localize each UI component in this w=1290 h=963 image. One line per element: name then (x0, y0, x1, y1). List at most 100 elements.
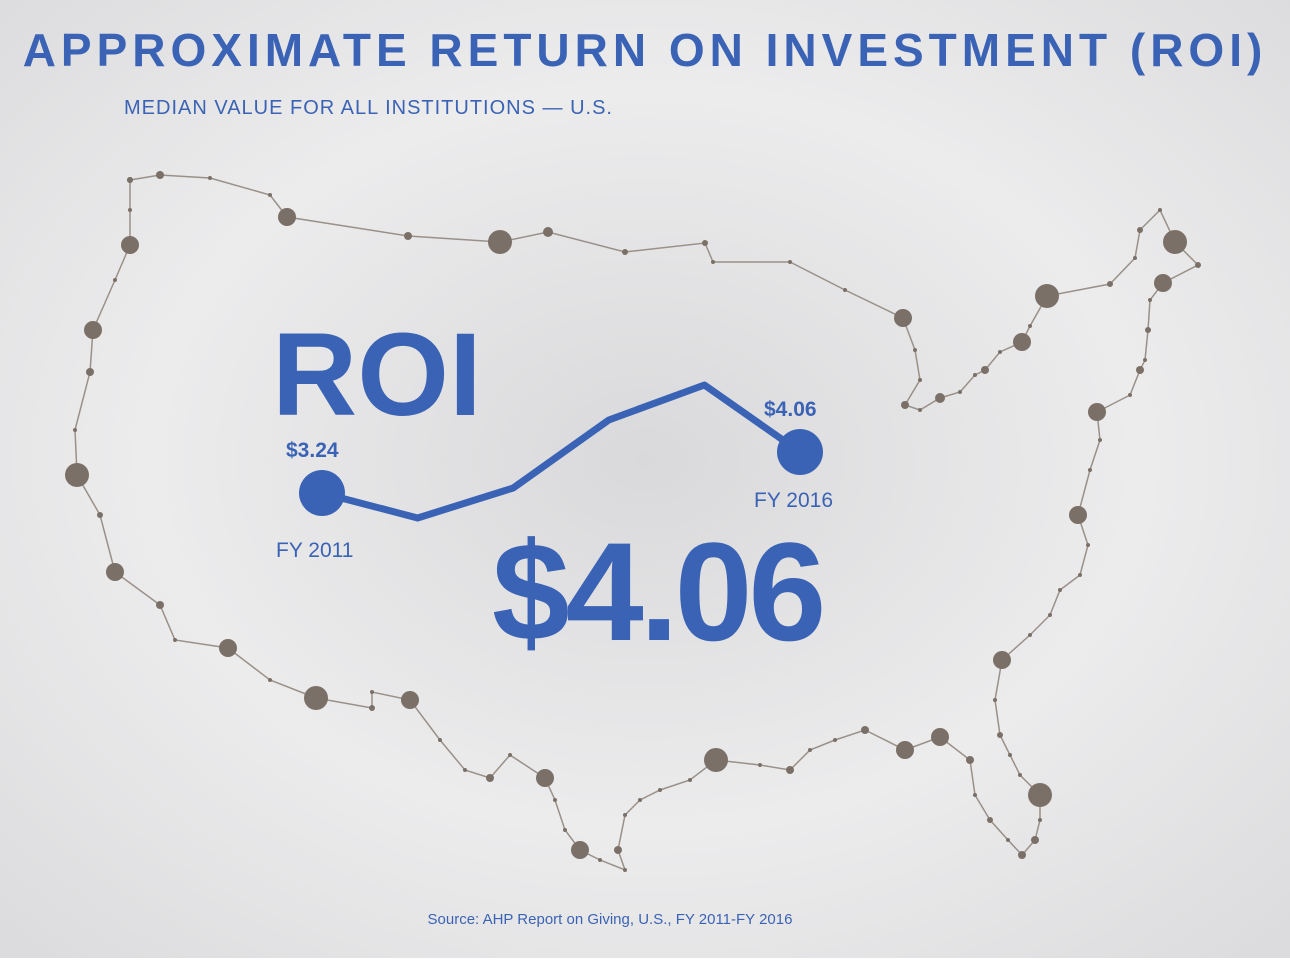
map-dot (571, 841, 589, 859)
map-dot (1128, 393, 1132, 397)
map-dot (84, 321, 102, 339)
data-label: $4.06 (764, 398, 817, 421)
map-dot (861, 726, 869, 734)
map-dot (987, 817, 993, 823)
map-dot (1028, 324, 1032, 328)
map-dot (219, 639, 237, 657)
map-dot (598, 858, 602, 862)
map-dot (127, 177, 133, 183)
map-dot (1008, 753, 1012, 757)
map-dot (993, 698, 997, 702)
map-dot (508, 753, 512, 757)
map-dot (638, 798, 642, 802)
map-dot (536, 769, 554, 787)
map-dot (998, 350, 1002, 354)
map-dot (1098, 438, 1102, 442)
map-dot (973, 373, 977, 377)
map-dot (1158, 208, 1162, 212)
map-dot (1031, 836, 1039, 844)
map-dot (704, 748, 728, 772)
map-dot (1028, 783, 1052, 807)
map-dot (1069, 506, 1087, 524)
data-label: $3.24 (286, 439, 339, 462)
map-dot (966, 756, 974, 764)
map-dot (1088, 468, 1092, 472)
map-dot (86, 368, 94, 376)
map-dot (438, 738, 442, 742)
map-dot (268, 193, 272, 197)
chart-title: APPROXIMATE RETURN ON INVESTMENT (ROI) (23, 24, 1268, 76)
map-dot (156, 601, 164, 609)
map-dot (901, 401, 909, 409)
map-dot (1136, 366, 1144, 374)
map-dot (553, 798, 557, 802)
us-map-outline (65, 171, 1201, 872)
map-dot (1143, 358, 1147, 362)
map-dot (786, 766, 794, 774)
map-dot (702, 240, 708, 246)
map-dot (1086, 543, 1090, 547)
map-dot (935, 393, 945, 403)
map-dot (918, 408, 922, 412)
map-dot (843, 288, 847, 292)
map-dot (268, 678, 272, 682)
map-dot (370, 690, 374, 694)
map-dot (1145, 327, 1151, 333)
map-dot (1107, 281, 1113, 287)
map-dot (1035, 284, 1059, 308)
map-dot (121, 236, 139, 254)
map-dot (1038, 818, 1042, 822)
map-dot (563, 828, 567, 832)
map-dot (156, 171, 164, 179)
endpoint-marker (299, 470, 345, 516)
map-dot (543, 227, 553, 237)
map-dot (833, 738, 837, 742)
map-dot (1195, 262, 1201, 268)
headline-value: $4.06 (492, 513, 822, 670)
map-dot (1048, 613, 1052, 617)
map-dot (97, 512, 103, 518)
map-dot (1154, 274, 1172, 292)
map-dot (106, 563, 124, 581)
map-dot (113, 278, 117, 282)
chart-subtitle: MEDIAN VALUE FOR ALL INSTITUTIONS — U.S. (124, 97, 613, 119)
map-dot (1088, 403, 1106, 421)
x-tick-label: FY 2016 (754, 489, 833, 512)
map-dot (404, 232, 412, 240)
map-dot (1013, 333, 1031, 351)
map-dot (1006, 838, 1010, 842)
map-dot (488, 230, 512, 254)
source-note: Source: AHP Report on Giving, U.S., FY 2… (428, 911, 793, 928)
map-dot (1163, 230, 1187, 254)
map-dot (993, 651, 1011, 669)
map-dot (1018, 773, 1022, 777)
map-dot (486, 774, 494, 782)
map-dot (1078, 573, 1082, 577)
map-dot (918, 378, 922, 382)
map-dot (128, 208, 132, 212)
map-dot (894, 309, 912, 327)
map-dot (1058, 588, 1062, 592)
roi-line (321, 381, 803, 522)
map-dot (958, 390, 962, 394)
map-dot (973, 793, 977, 797)
map-dot (304, 686, 328, 710)
map-dot (981, 366, 989, 374)
map-dot (614, 846, 622, 854)
map-dot (401, 691, 419, 709)
map-dot (622, 249, 628, 255)
map-dot (913, 348, 917, 352)
map-dot (688, 778, 692, 782)
map-dot (658, 788, 662, 792)
map-dot (1018, 851, 1026, 859)
map-dot (65, 463, 89, 487)
map-dot (997, 732, 1003, 738)
map-dot (1028, 633, 1032, 637)
map-dot (788, 260, 792, 264)
x-tick-label: FY 2011 (276, 539, 353, 562)
map-dot (278, 208, 296, 226)
map-dot (73, 428, 77, 432)
